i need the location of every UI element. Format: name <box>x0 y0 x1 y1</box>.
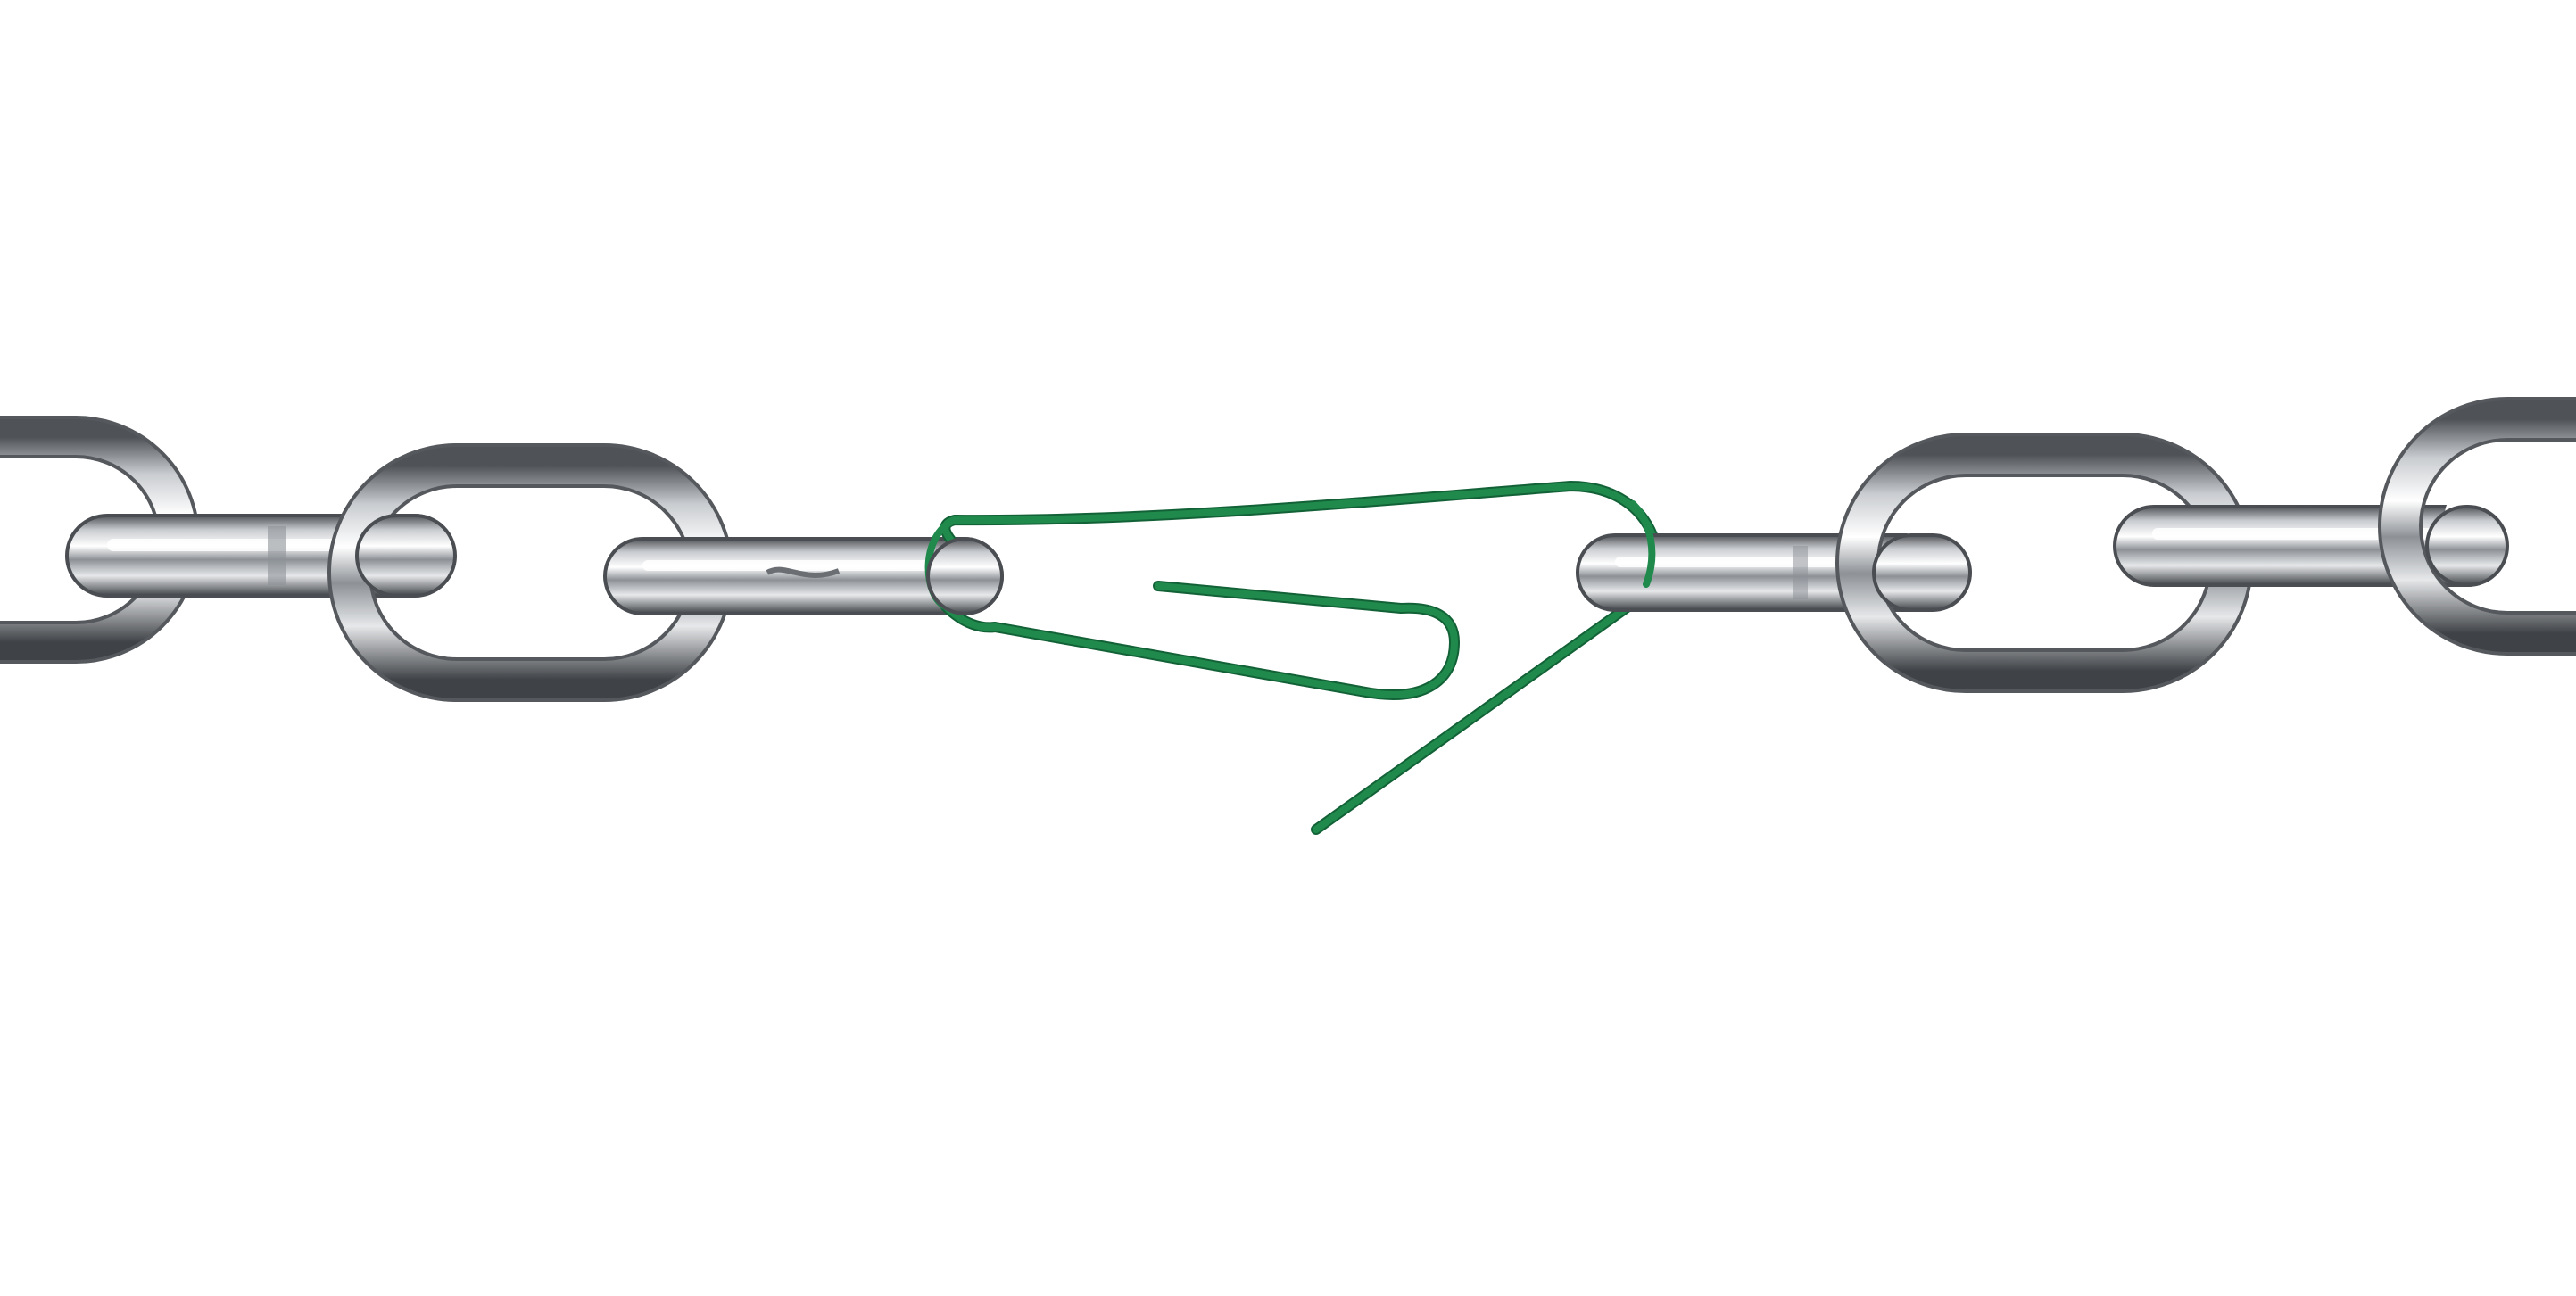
paperclip-overlap <box>1629 500 1656 588</box>
chain-link-right-1-overlap <box>1872 533 1972 612</box>
chain-link-left-4-overlap <box>926 537 1004 615</box>
paperclip-link <box>924 481 1661 835</box>
chain-link-left-2-overlap <box>355 514 457 598</box>
chain-link-right-3-overlap <box>2425 505 2509 587</box>
chain-link-right-2 <box>1835 433 2253 693</box>
